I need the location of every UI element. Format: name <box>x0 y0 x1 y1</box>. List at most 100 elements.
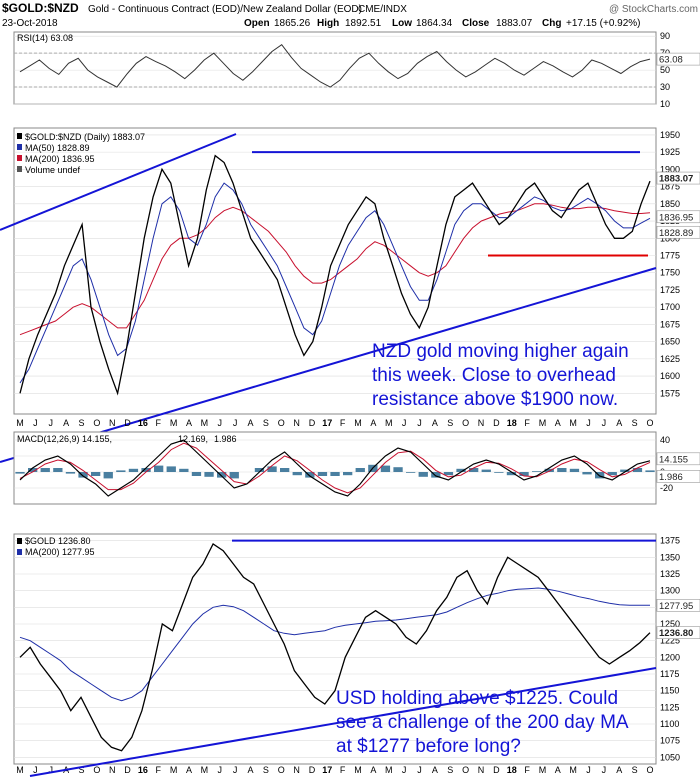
usd-legend-swatch <box>17 538 22 544</box>
price-legend-swatch <box>17 144 22 150</box>
rsi-line <box>19 44 651 88</box>
macd-legend-signal: 12.169, <box>178 434 208 444</box>
macd-hist-bar <box>494 472 504 473</box>
macd-legend-macd: MACD(12,26,9) 14.155, <box>17 434 112 444</box>
x-tick-label: M <box>539 418 547 428</box>
macd-hist-bar <box>607 472 617 476</box>
macd-hist-bar <box>645 470 655 472</box>
y-tick-label: 1625 <box>660 354 680 364</box>
macd-hist-bar <box>254 468 265 472</box>
x-tick-label: M <box>170 765 178 775</box>
usd-ma-last-label: 1277.95 <box>659 601 693 612</box>
usd-legend-swatch <box>17 549 22 555</box>
macd-hist-bar <box>481 469 491 472</box>
usd-price-last-label: 1236.80 <box>659 628 693 639</box>
price-legend-swatch <box>17 155 22 161</box>
macd-hist-bar <box>569 468 580 472</box>
svg-text:+17.15 (+0.92%): +17.15 (+0.92%) <box>566 18 641 29</box>
x-tick-label: M <box>201 765 209 775</box>
price-frame <box>13 127 657 415</box>
x-tick-label: O <box>646 418 653 428</box>
x-tick-label: O <box>93 765 100 775</box>
macd-hist-bar <box>532 471 542 472</box>
y-tick-label: 1350 <box>660 552 680 562</box>
macd-hist-bar <box>154 465 164 472</box>
x-tick-label: F <box>524 765 530 775</box>
x-tick-label: M <box>170 418 178 428</box>
x-tick-label: J <box>218 765 223 775</box>
price-legend-item: Volume undef <box>25 165 81 175</box>
svg-text:Chg: Chg <box>542 18 561 29</box>
x-tick-label: S <box>78 418 84 428</box>
x-tick-label: O <box>278 765 285 775</box>
x-tick-label: A <box>616 765 622 775</box>
macd-hist-bar <box>229 472 239 479</box>
x-tick-label: F <box>524 418 530 428</box>
x-tick-label: 17 <box>322 418 332 428</box>
usd-frame <box>13 533 657 765</box>
macd-hist-bar <box>431 472 441 478</box>
y-tick-label: 30 <box>660 82 670 92</box>
macd-hist-bar <box>443 472 454 476</box>
y-tick-label: 40 <box>660 435 670 445</box>
x-tick-label: A <box>186 765 192 775</box>
x-tick-label: A <box>370 765 376 775</box>
usd-legend-price: $GOLD 1236.80 <box>25 536 91 546</box>
x-tick-label: S <box>78 765 84 775</box>
x-tick-label: S <box>263 418 269 428</box>
ma200-last-label: 1836.95 <box>659 212 693 223</box>
svg-text:Close: Close <box>462 18 490 29</box>
y-tick-label: 1950 <box>660 130 680 140</box>
x-tick-label: D <box>124 418 131 428</box>
x-tick-label: 16 <box>138 765 148 775</box>
x-tick-label: A <box>555 418 561 428</box>
price-legend-swatch <box>17 166 22 172</box>
x-tick-label: D <box>124 765 131 775</box>
svg-text:High: High <box>317 18 339 29</box>
y-tick-label: 1225 <box>660 636 680 646</box>
x-tick-label: N <box>478 765 485 775</box>
macd-legend-hist: 1.986 <box>214 434 237 444</box>
svg-text:Low: Low <box>392 18 412 29</box>
macd-hist-bar <box>620 469 630 472</box>
macd-last-label: 14.155 <box>659 454 688 465</box>
y-tick-label: 50 <box>660 65 670 75</box>
x-tick-label: 18 <box>507 418 517 428</box>
x-tick-label: M <box>16 765 24 775</box>
macd-hist-bar <box>78 472 88 478</box>
price-legend-swatch <box>17 133 22 139</box>
x-tick-label: J <box>48 765 53 775</box>
x-tick-label: J <box>602 418 607 428</box>
x-tick-label: S <box>447 765 453 775</box>
chart-date: 23-Oct-2018 <box>2 18 58 29</box>
chart-title: Gold - Continuous Contract (EOD)/New Zea… <box>88 4 362 15</box>
x-tick-label: A <box>247 765 253 775</box>
macd-hist-bar <box>469 468 479 472</box>
svg-text:Open: Open <box>244 18 270 29</box>
macd-hist-bar <box>582 472 592 475</box>
x-tick-label: A <box>432 418 438 428</box>
macd-hist-bar <box>179 468 189 472</box>
x-tick-label: A <box>555 765 561 775</box>
x-tick-label: O <box>646 765 653 775</box>
watermark: @ StockCharts.com <box>609 4 698 15</box>
usd-annotation: USD holding above $1225. Could <box>336 688 618 709</box>
price-annotation: resistance above $1900 now. <box>372 389 618 410</box>
macd-hist-bar <box>191 472 202 476</box>
macd-hist-bar <box>65 472 76 474</box>
price-annotation: NZD gold moving higher again <box>372 341 629 362</box>
x-tick-label: F <box>340 418 346 428</box>
macd-hist-bar <box>204 472 214 477</box>
y-tick-label: 90 <box>660 31 670 41</box>
y-tick-label: 1700 <box>660 302 680 312</box>
macd-hist-bar <box>305 472 315 478</box>
y-tick-label: 1050 <box>660 752 680 762</box>
y-tick-label: 1300 <box>660 586 680 596</box>
x-tick-label: M <box>354 418 362 428</box>
x-tick-label: J <box>233 765 238 775</box>
y-tick-label: 1150 <box>660 686 679 696</box>
y-tick-label: 1750 <box>660 268 680 278</box>
x-tick-label: M <box>539 765 547 775</box>
x-tick-label: F <box>340 765 346 775</box>
ma200-last-label-box <box>656 210 700 224</box>
